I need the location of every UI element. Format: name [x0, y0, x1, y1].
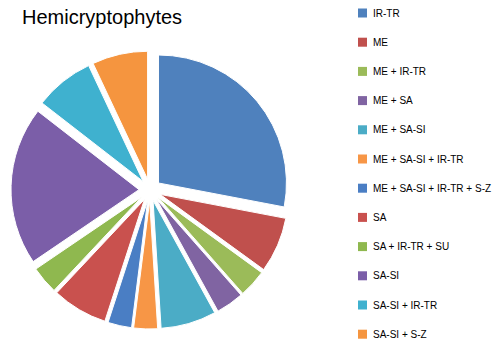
legend-swatch	[358, 38, 367, 47]
legend-label: SA	[373, 212, 387, 223]
legend-label: ME	[373, 37, 388, 48]
legend-swatch	[358, 330, 367, 339]
chart: Hemicryptophytes IR-TR ME ME + IR-TR ME + SA…	[0, 0, 500, 344]
legend-label: SA + IR-TR + SU	[373, 241, 449, 252]
legend-label: SA-SI	[373, 270, 399, 281]
legend-label: IR-TR	[373, 8, 400, 19]
legend-swatch	[358, 271, 367, 280]
legend-label: SA-SI + IR-TR	[373, 300, 437, 311]
legend-swatch	[358, 155, 367, 164]
legend-label: ME + SA-SI + IR-TR	[373, 154, 464, 165]
legend-swatch	[358, 125, 367, 134]
legend-swatch	[358, 184, 367, 193]
legend-swatch	[358, 96, 367, 105]
legend-label: ME + SA-SI	[373, 124, 426, 135]
legend-swatch	[358, 67, 367, 76]
pie-slice	[153, 201, 215, 329]
legend-swatch	[358, 242, 367, 251]
legend: IR-TR ME ME + IR-TR ME + SA ME + SA-SI ME + S…	[358, 8, 491, 340]
legend-label: ME + IR-TR	[373, 66, 426, 77]
legend-label: ME + SA-SI + IR-TR + S-Z	[373, 183, 491, 194]
pie-slice	[93, 51, 147, 179]
chart-title: Hemicryptophytes	[22, 6, 182, 28]
legend-swatch	[358, 213, 367, 222]
legend-swatch	[358, 301, 367, 310]
legend-label: SA-SI + S-Z	[373, 329, 427, 340]
legend-swatch	[358, 9, 367, 18]
pie	[11, 51, 286, 329]
pie-slice	[158, 55, 286, 207]
legend-label: ME + SA	[373, 95, 413, 106]
